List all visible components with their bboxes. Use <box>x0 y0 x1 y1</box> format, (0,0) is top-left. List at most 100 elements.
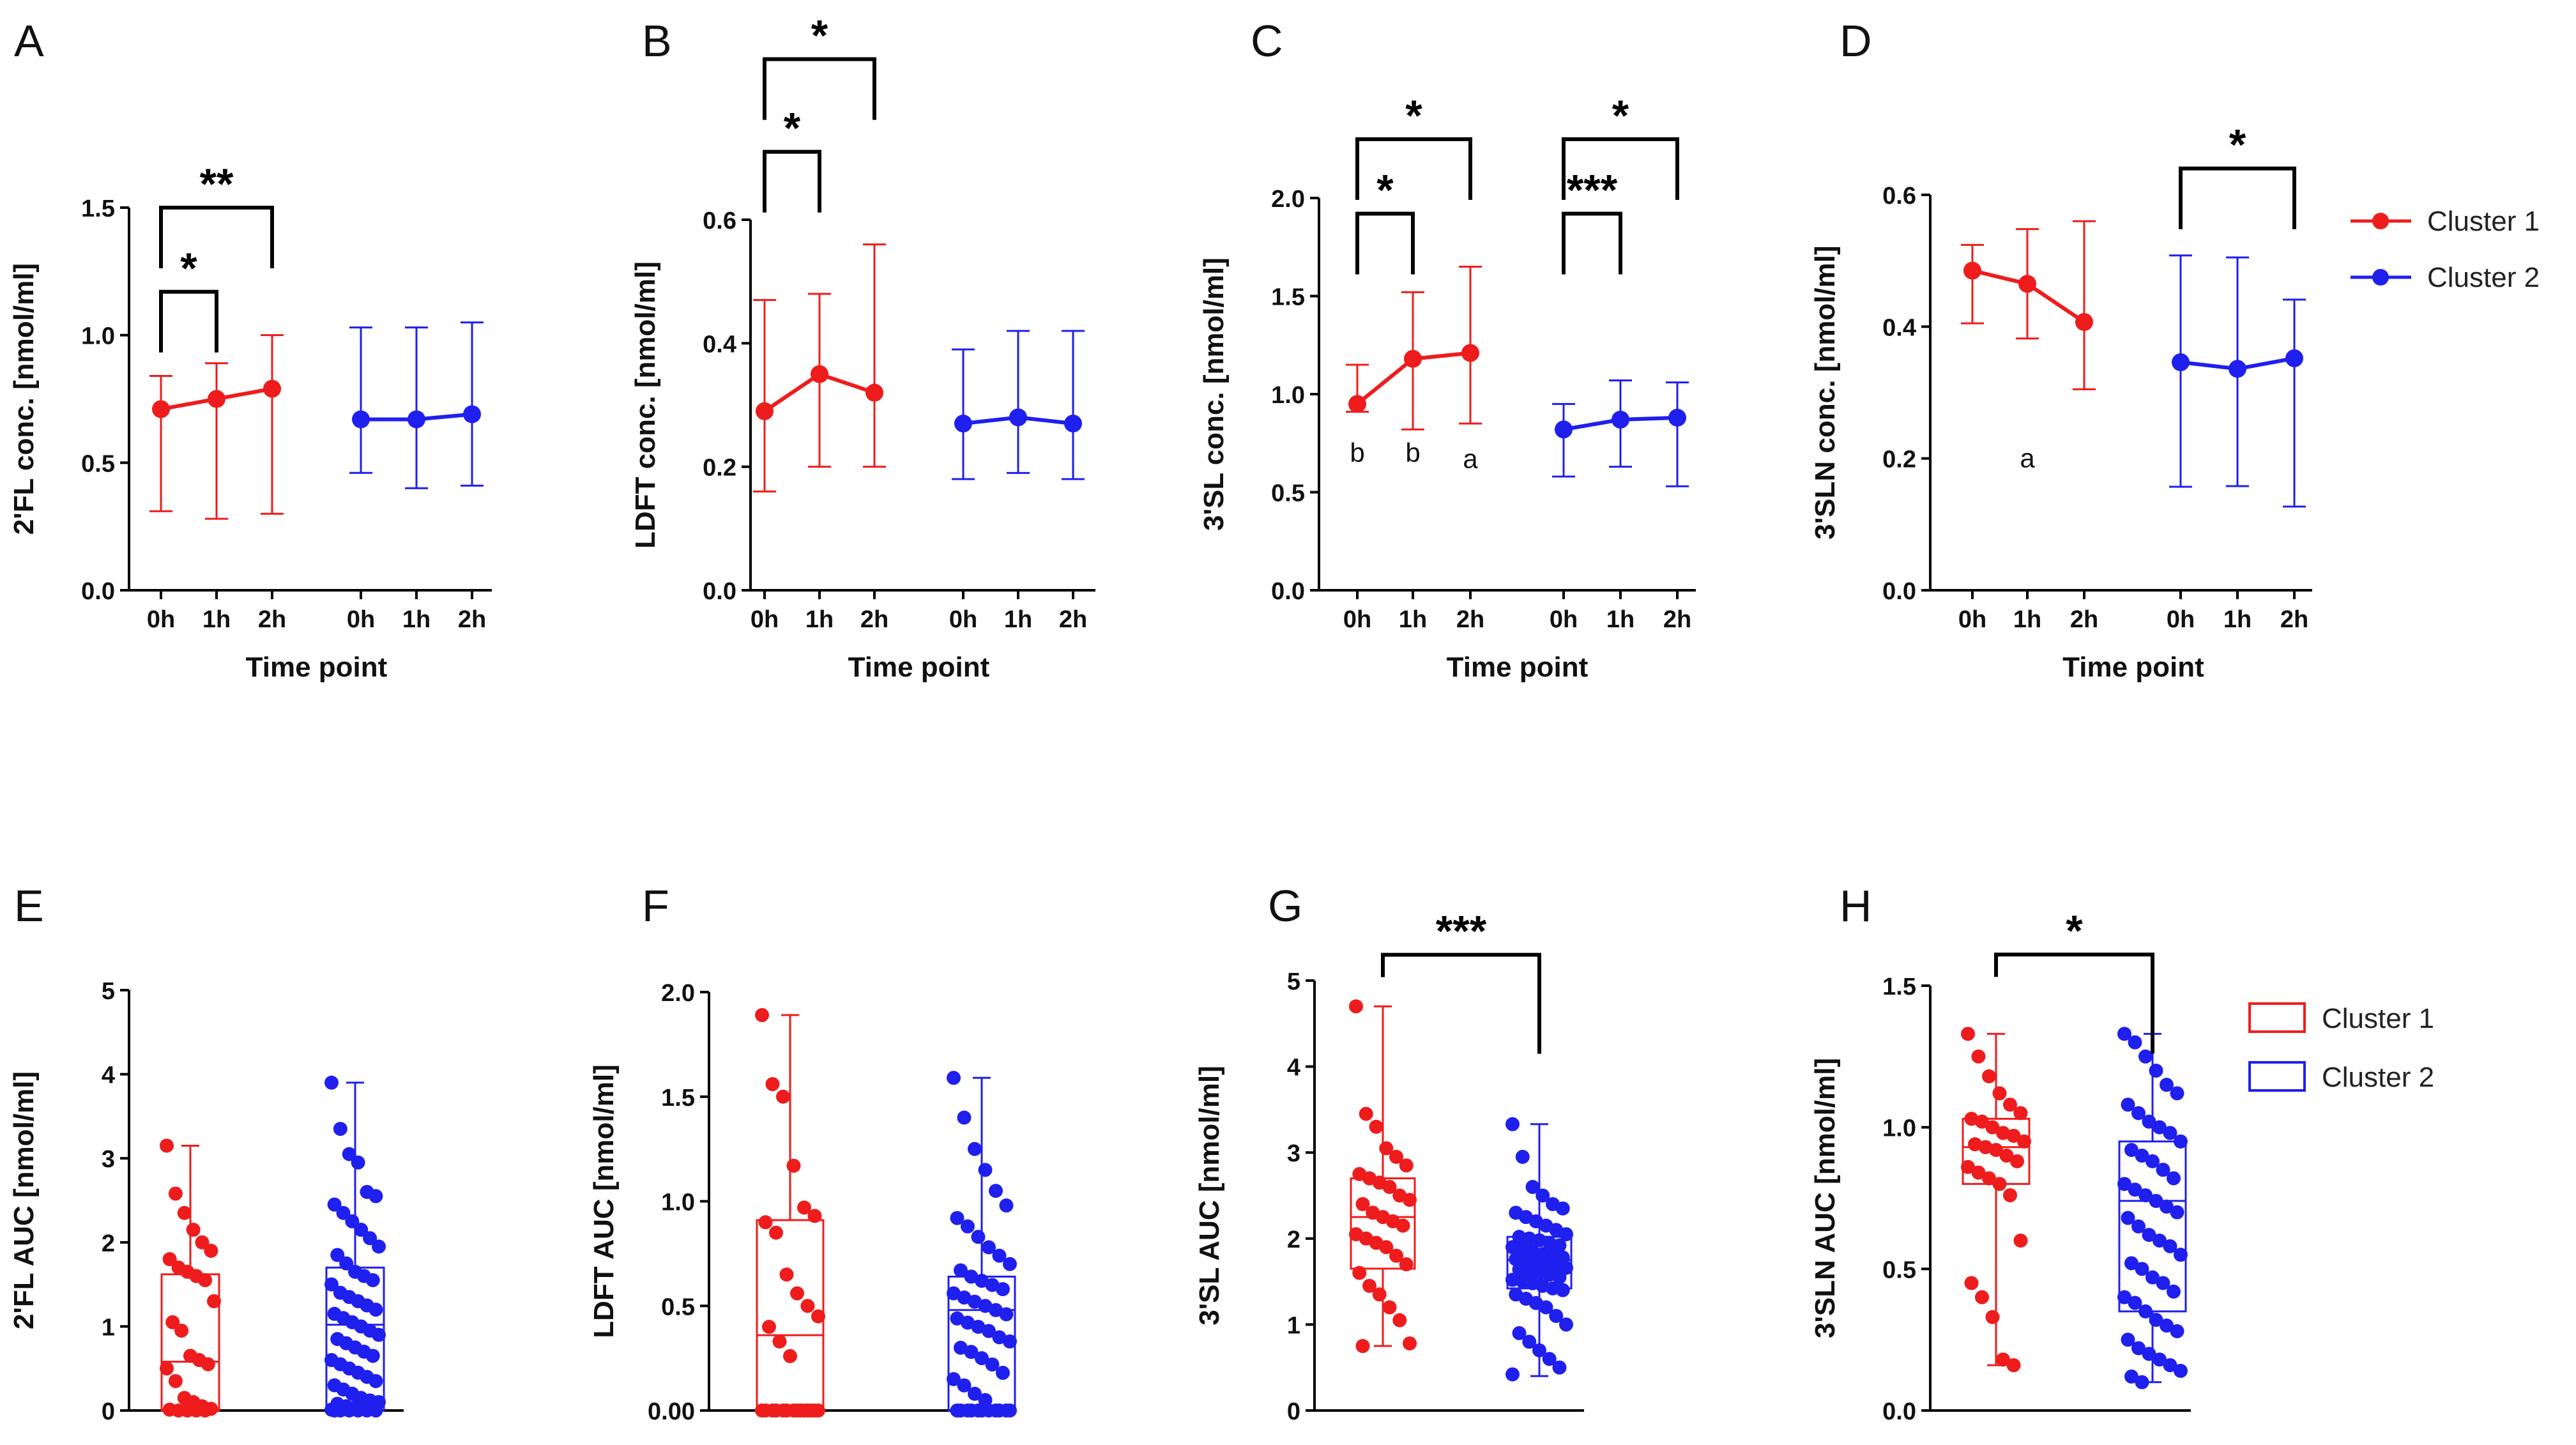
significance-bracket <box>1355 211 1415 275</box>
x-tick-label: 1h <box>2223 606 2252 633</box>
cluster1-data-point <box>772 1334 787 1349</box>
panel-letter-c: C <box>1251 16 1283 66</box>
cluster2-data-point <box>985 1357 1000 1372</box>
y-tick-label: 4 <box>102 1062 115 1089</box>
cluster2-data-point <box>1512 1326 1527 1340</box>
y-axis-title: 3'SL AUC [nmol/ml] <box>1194 1066 1225 1325</box>
y-tick-label: 1.0 <box>661 1189 695 1216</box>
x-tick-label: 2h <box>1663 606 1691 633</box>
y-tick-label: 0.0 <box>703 578 736 605</box>
cluster1-data-point <box>758 1403 773 1418</box>
cluster1-data-point <box>800 1403 815 1418</box>
legend-bottom-cluster2-label: Cluster 2 <box>2322 1062 2434 1093</box>
cluster1-mean-point <box>208 390 225 408</box>
cluster2-data-point <box>947 1286 961 1301</box>
cluster2-data-point <box>2135 1262 2149 1276</box>
cluster2-data-point <box>2117 1290 2131 1304</box>
significance-label: * <box>1376 166 1394 215</box>
x-tick-label: 0h <box>147 606 175 633</box>
cluster1-data-point <box>1372 1287 1387 1302</box>
panel-e-2fl-auc-chart: 0 1 2 3 4 5 2'FL AUC [nmol/ml] <box>8 978 404 1425</box>
significance-label: ** <box>200 160 234 208</box>
y-tick-label: 1.5 <box>81 195 115 222</box>
cluster1-data-point <box>765 1077 780 1092</box>
x-tick-label: 2h <box>458 606 486 633</box>
cluster1-data-point <box>1996 1126 2010 1140</box>
cluster2-data-point <box>2142 1114 2156 1129</box>
y-axis-title: 3'SLN conc. [nmol/ml] <box>1810 245 1841 539</box>
cluster2-data-point <box>954 1263 968 1278</box>
cluster2-data-point <box>330 1248 345 1262</box>
group-letter-annotation: a <box>2020 443 2035 473</box>
cluster1-data-point <box>1355 1197 1370 1211</box>
cluster1-data-point <box>207 1294 221 1308</box>
cluster2-data-point <box>964 1345 979 1359</box>
cluster2-data-point <box>2142 1228 2156 1242</box>
cluster2-data-point <box>1515 1149 1530 1164</box>
cluster2-data-point <box>2117 1027 2131 1041</box>
cluster2-data-point <box>2131 1106 2145 1120</box>
significance-label: * <box>1612 91 1629 140</box>
cluster1-data-point <box>807 1209 822 1223</box>
y-tick-label: 0.0 <box>81 578 115 605</box>
cluster2-data-point <box>351 1155 365 1170</box>
legend-bottom-cluster1-swatch <box>2248 1002 2306 1033</box>
cluster1-data-point <box>1369 1119 1383 1134</box>
cluster1-data-point <box>177 1205 192 1220</box>
legend-bottom: Cluster 1 Cluster 2 <box>2248 1002 2434 1093</box>
cluster1-data-point <box>1961 1159 1975 1174</box>
y-tick-label: 3 <box>102 1146 115 1173</box>
y-tick-label: 1.5 <box>1882 974 1916 1000</box>
cluster1-data-point <box>1971 1049 1986 1064</box>
cluster1-data-point <box>1992 1177 2007 1191</box>
cluster1-data-point <box>779 1403 794 1418</box>
cluster1-data-point <box>1999 1149 2014 1163</box>
group-letter-annotation: b <box>1350 438 1364 468</box>
y-tick-label: 0.5 <box>1882 1257 1916 1283</box>
cluster2-data-point <box>1539 1300 1553 1315</box>
cluster1-data-point <box>2010 1154 2024 1168</box>
cluster1-mean-point <box>2075 313 2093 332</box>
cluster1-data-point <box>755 1008 769 1023</box>
panel-letter-e: E <box>14 881 44 931</box>
cluster2-data-point <box>968 1386 982 1401</box>
significance-label: *** <box>1436 907 1487 956</box>
cluster2-data-point <box>954 1403 968 1418</box>
cluster2-data-point <box>978 1163 993 1177</box>
x-tick-label: 0h <box>2167 606 2195 633</box>
cluster2-data-point <box>2170 1324 2184 1338</box>
cluster2-mean-point <box>2285 349 2303 367</box>
cluster2-data-point <box>982 1324 996 1338</box>
cluster1-data-point <box>790 1286 804 1301</box>
cluster2-data-point <box>1549 1308 1564 1323</box>
x-tick-label: 2h <box>860 606 888 633</box>
cluster1-data-point <box>790 1403 804 1418</box>
cluster1-data-point <box>1975 1290 1989 1304</box>
panel-f-ldft-auc-chart: 0.00 0.5 1.0 1.5 2.0 LDFT AUC [nmol/ml] <box>588 980 1017 1425</box>
cluster1-mean-point <box>152 400 170 418</box>
cluster1-data-point <box>204 1243 218 1258</box>
y-tick-label: 0.0 <box>1271 578 1305 605</box>
cluster2-data-point <box>971 1230 986 1244</box>
cluster1-data-point <box>1362 1278 1376 1293</box>
cluster2-data-point <box>369 1403 383 1418</box>
x-tick-label: 0h <box>347 606 375 633</box>
y-tick-label: 0 <box>102 1398 115 1425</box>
cluster1-data-point <box>1964 1276 1979 1290</box>
cluster1-data-point <box>1352 1265 1367 1280</box>
cluster1-mean-point <box>1348 395 1366 413</box>
cluster2-data-point <box>2121 1097 2135 1112</box>
cluster2-data-point <box>957 1110 972 1125</box>
cluster1-data-point <box>186 1223 201 1237</box>
cluster2-data-point <box>2135 1375 2149 1389</box>
cluster2-data-point <box>354 1223 369 1237</box>
cluster1-mean-point <box>811 365 828 383</box>
cluster2-data-point <box>2156 1276 2170 1290</box>
y-tick-label: 3 <box>1287 1140 1300 1167</box>
cluster1-data-point <box>1982 1069 1996 1083</box>
cluster2-data-point <box>971 1320 986 1334</box>
x-tick-label: 1h <box>2013 606 2041 633</box>
cluster1-data-point <box>1403 1336 1417 1351</box>
panel-letter-h: H <box>1840 881 1872 931</box>
x-tick-label: 1h <box>1004 606 1032 633</box>
